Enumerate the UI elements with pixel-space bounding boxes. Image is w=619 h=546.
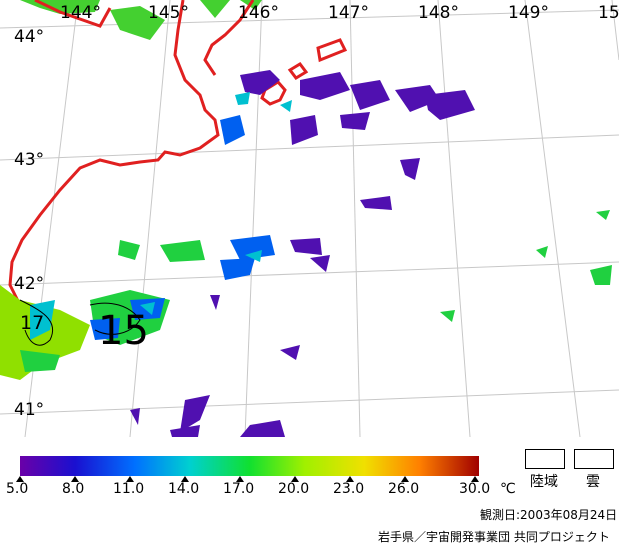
graticule <box>0 0 619 437</box>
colorbar-tick <box>346 476 354 482</box>
colorbar-tick <box>471 476 479 482</box>
longitude-label: 148° <box>418 3 459 23</box>
colorbar-tick <box>236 476 244 482</box>
latitude-label: 42° <box>14 274 45 294</box>
cyan-water-patches <box>30 92 292 340</box>
colorbar-tick <box>401 476 409 482</box>
observation-date: 観測日:2003年08月24日 <box>480 508 618 522</box>
colorbar-unit: ℃ <box>500 481 516 497</box>
longitude-label: 15 <box>598 3 619 23</box>
longitude-label: 146° <box>238 3 279 23</box>
colorbar-tick-label: 5.0 <box>6 481 29 497</box>
colorbar-tick-label: 23.0 <box>333 481 365 497</box>
colorbar-tick-label: 26.0 <box>388 481 420 497</box>
longitude-label: 149° <box>508 3 549 23</box>
colorbar-tick-label: 20.0 <box>278 481 310 497</box>
colorbar-tick <box>126 476 134 482</box>
cool-water-patches <box>90 115 275 340</box>
temperature-colorbar <box>20 456 479 476</box>
sea-surface-temperature-map <box>0 0 619 437</box>
contour-label: 17 <box>20 312 45 334</box>
colorbar-tick <box>71 476 79 482</box>
contour-label: 15 <box>98 308 149 354</box>
colorbar-tick <box>181 476 189 482</box>
colorbar-tick-label: 14.0 <box>168 481 200 497</box>
longitude-label: 147° <box>328 3 369 23</box>
cloud-legend-label: 雲 <box>586 474 600 490</box>
coastline <box>8 0 348 306</box>
latitude-label: 41° <box>14 400 45 420</box>
credit-line: 岩手県／宇宙開発事業団 共同プロジェクト <box>378 530 610 544</box>
latitude-label: 43° <box>14 150 45 170</box>
longitude-label: 145° <box>148 3 189 23</box>
colorbar-tick-label: 11.0 <box>113 481 145 497</box>
colorbar-tick <box>16 476 24 482</box>
colorbar-tick-label: 8.0 <box>62 481 85 497</box>
cloud-legend-swatch <box>574 449 614 469</box>
isotherm-contours <box>19 299 141 346</box>
latitude-label: 44° <box>14 27 45 47</box>
land-legend-label: 陸域 <box>530 474 558 490</box>
colorbar-tick-label: 17.0 <box>223 481 255 497</box>
longitude-label: 144° <box>60 3 101 23</box>
colorbar-tick <box>291 476 299 482</box>
cold-water-patches <box>130 70 475 437</box>
colorbar-tick-label: 30.0 <box>459 481 491 497</box>
land-legend-swatch <box>525 449 565 469</box>
